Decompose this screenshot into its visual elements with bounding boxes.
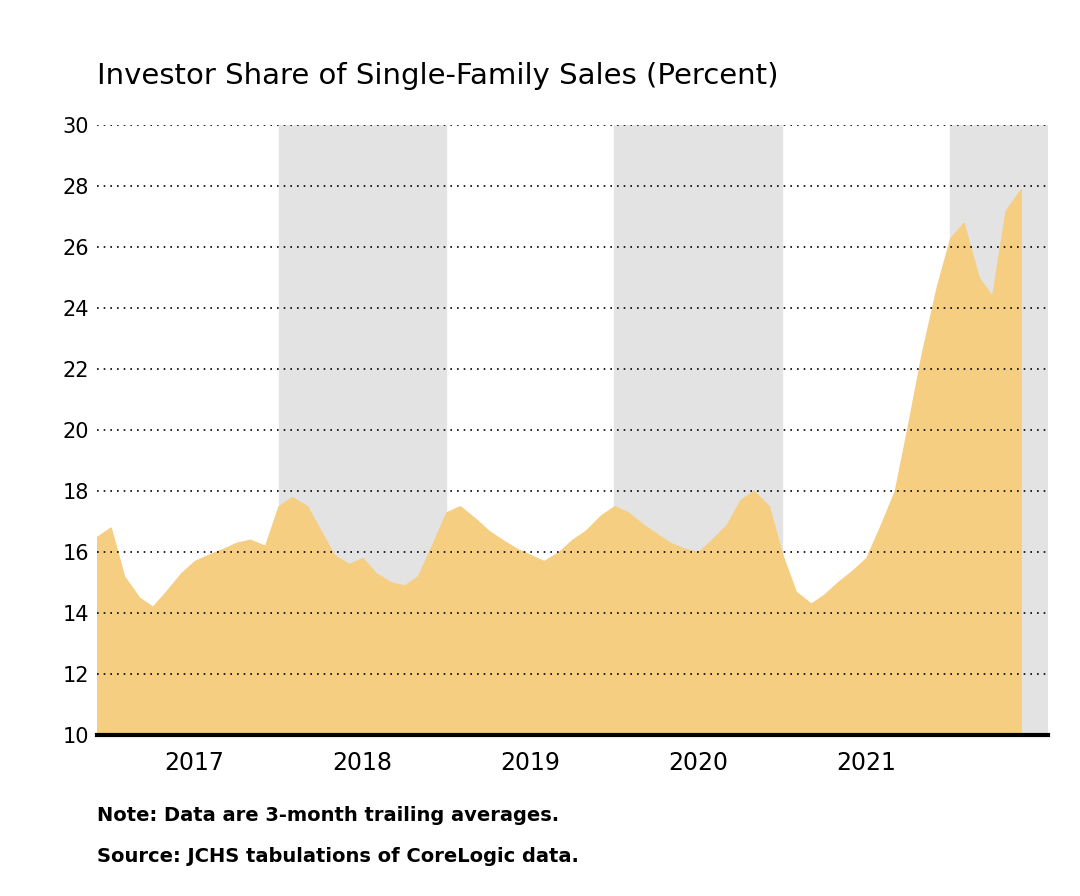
Text: Note: Data are 3-month trailing averages.: Note: Data are 3-month trailing averages… — [97, 806, 559, 825]
Text: Source: JCHS tabulations of CoreLogic data.: Source: JCHS tabulations of CoreLogic da… — [97, 847, 579, 866]
Text: Investor Share of Single-Family Sales (Percent): Investor Share of Single-Family Sales (P… — [97, 62, 779, 90]
Bar — [615, 125, 782, 735]
Bar — [950, 125, 1051, 735]
Bar — [279, 125, 446, 735]
